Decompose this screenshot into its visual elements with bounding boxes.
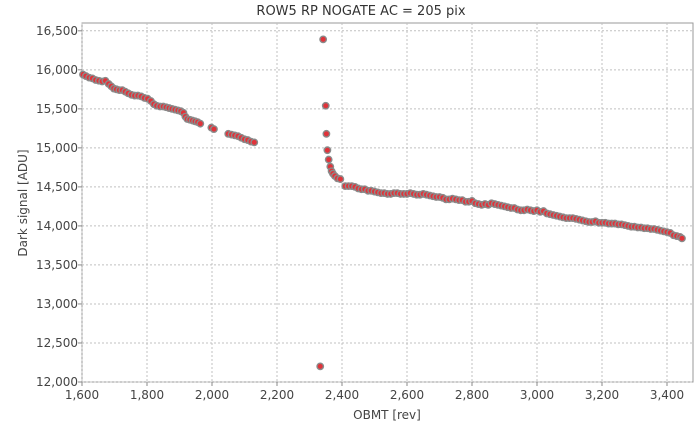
y-tick-label: 13,000 [36, 297, 78, 311]
data-point [319, 35, 328, 44]
y-axis-label: Dark signal [ADU] [16, 149, 30, 256]
data-point [322, 129, 331, 138]
data-points [79, 35, 686, 371]
data-point [210, 125, 218, 134]
y-tick-label: 13,500 [36, 258, 78, 272]
x-tick-label: 3,200 [585, 388, 619, 402]
grid-lines [81, 23, 693, 383]
y-tick-label: 15,000 [36, 141, 78, 155]
data-point [324, 155, 333, 164]
y-tick-label: 12,000 [36, 375, 78, 389]
y-tick-label: 12,500 [36, 336, 78, 350]
y-tick-label: 14,000 [36, 219, 78, 233]
x-tick-label: 2,600 [390, 388, 424, 402]
data-point [196, 119, 205, 128]
x-tick-label: 1,600 [65, 388, 99, 402]
x-tick-label: 2,000 [195, 388, 229, 402]
x-tick-label: 3,400 [650, 388, 684, 402]
x-tick-label: 1,800 [130, 388, 164, 402]
data-point [678, 234, 686, 243]
x-tick-label: 2,800 [455, 388, 489, 402]
data-point [336, 175, 345, 183]
x-tick-label: 3,000 [520, 388, 554, 402]
chart-title: ROW5 RP NOGATE AC = 205 pix [256, 4, 465, 19]
x-tick-label: 2,200 [260, 388, 294, 402]
y-tick-label: 14,500 [36, 180, 78, 194]
x-axis-label: OBMT [rev] [353, 408, 421, 422]
y-tick-label: 16,000 [36, 63, 78, 77]
x-axis: 1,600 1,800 2,000 2,200 2,400 2,600 2,800 3,000… [65, 382, 684, 402]
y-tick-label: 15,500 [36, 102, 78, 116]
data-point [250, 138, 259, 147]
plot-area [81, 22, 694, 383]
y-axis: 12,000 12,500 13,000 13,500 14,000 14,500 15,0… [36, 24, 82, 389]
data-point [323, 146, 332, 155]
y-tick-label: 16,500 [36, 24, 78, 38]
data-point [321, 101, 330, 110]
data-point [316, 362, 325, 371]
x-tick-label: 2,400 [325, 388, 359, 402]
